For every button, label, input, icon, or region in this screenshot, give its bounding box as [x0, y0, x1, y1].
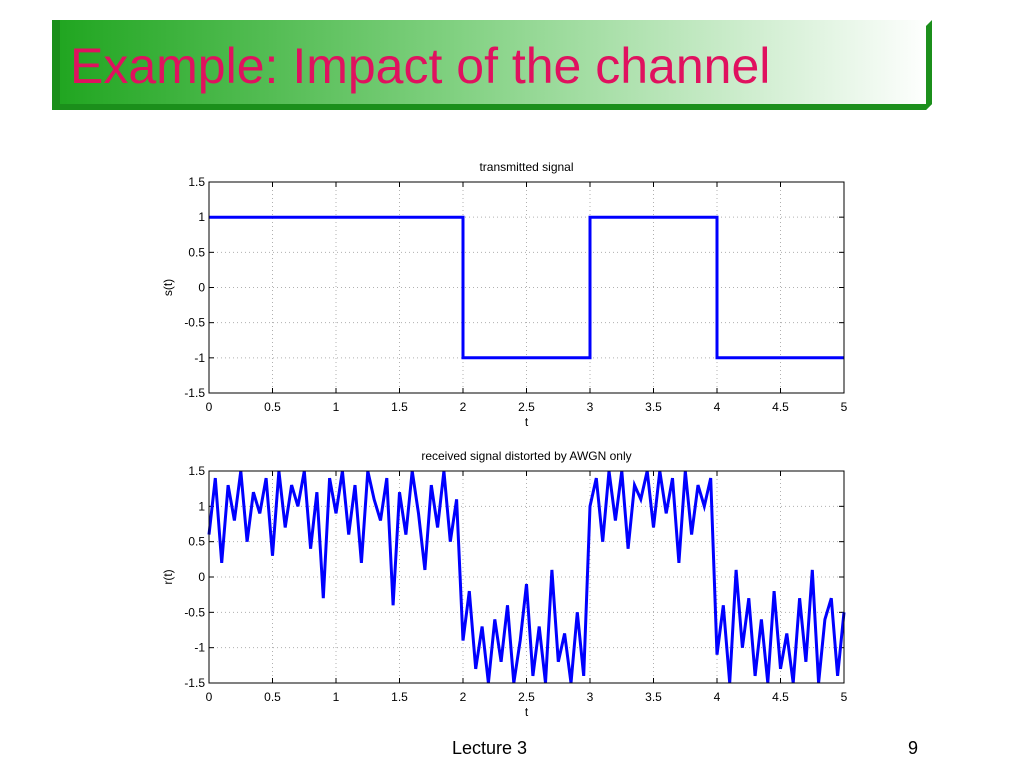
chart-2-y-tick-label: -1.5: [184, 676, 205, 690]
chart-1-title: transmitted signal: [479, 160, 573, 174]
chart-1-x-axis-label: t: [525, 415, 529, 429]
banner-face: [52, 20, 932, 104]
chart-1-x-tick-label: 2: [460, 400, 467, 414]
chart-2-x-axis-label: t: [525, 705, 529, 719]
banner-bottom-edge: [52, 104, 932, 110]
footer-page-number: 9: [908, 738, 919, 758]
chart-1-axes-frame: [208, 181, 845, 394]
chart-1-y-axis-label: s(t): [161, 279, 175, 296]
chart-2-x-tick-label: 4.5: [772, 690, 789, 704]
chart-1-y-tick-label: -0.5: [184, 316, 205, 330]
chart-2-y-tick-label: -0.5: [184, 605, 205, 619]
footer-lecture: Lecture 3: [452, 738, 528, 758]
chart-1-x-tick-label: 3: [587, 400, 594, 414]
chart-1-x-tick-label: 0: [206, 400, 213, 414]
slide-title: Example: Impact of the channel: [70, 38, 771, 94]
chart-1-y-tick-label: 0: [198, 281, 205, 295]
chart-1-y-tick-label: 1.5: [188, 175, 205, 189]
chart-1-x-tick-label: 3.5: [645, 400, 662, 414]
chart-2-x-tick-label: 1.5: [391, 690, 408, 704]
chart-1-y-tick-label: -1: [194, 351, 205, 365]
chart-1-plot-area: [209, 182, 844, 393]
chart-2-axes-frame: [208, 470, 845, 684]
chart-1-x-tick-label: 4: [714, 400, 721, 414]
chart-1-y-tick-label: -1.5: [184, 386, 205, 400]
chart-1-x-tick-label: 2.5: [518, 400, 535, 414]
chart-2-x-tick-label: 2: [460, 690, 467, 704]
chart-2-x-tick-label: 3: [587, 690, 594, 704]
chart-1-x-tick-label: 4.5: [772, 400, 789, 414]
banner-left-edge: [52, 20, 60, 110]
chart-2-y-tick-label: -1: [194, 641, 205, 655]
chart-2-x-tick-label: 0.5: [264, 690, 281, 704]
chart-2-y-tick-label: 0: [198, 570, 205, 584]
chart-1-x-tick-label: 1.5: [391, 400, 408, 414]
chart-1-x-tick-label: 1: [333, 400, 340, 414]
chart-2-x-tick-label: 2.5: [518, 690, 535, 704]
chart-2-y-tick-label: 1.5: [188, 464, 205, 478]
chart-1-series-line: [209, 215, 844, 360]
chart-2-y-axis-label: r(t): [161, 569, 175, 584]
chart-2-y-tick-label: 0.5: [188, 535, 205, 549]
chart-1-x-tick-label: 0.5: [264, 400, 281, 414]
title-banner: [52, 20, 932, 110]
banner-right-edge: [926, 20, 932, 110]
chart-1-x-tick-label: 5: [841, 400, 848, 414]
chart-2-x-tick-label: 1: [333, 690, 340, 704]
chart-2-series-line: [207, 470, 846, 684]
chart-1-y-tick-label: 1: [198, 210, 205, 224]
chart-2-x-tick-label: 3.5: [645, 690, 662, 704]
chart-2-y-tick-label: 1: [198, 499, 205, 513]
chart-2-x-tick-label: 4: [714, 690, 721, 704]
chart-2-title: received signal distorted by AWGN only: [421, 449, 631, 463]
chart-2-x-tick-label: 0: [206, 690, 213, 704]
chart-2-x-tick-label: 5: [841, 690, 848, 704]
chart-1-y-tick-label: 0.5: [188, 245, 205, 259]
